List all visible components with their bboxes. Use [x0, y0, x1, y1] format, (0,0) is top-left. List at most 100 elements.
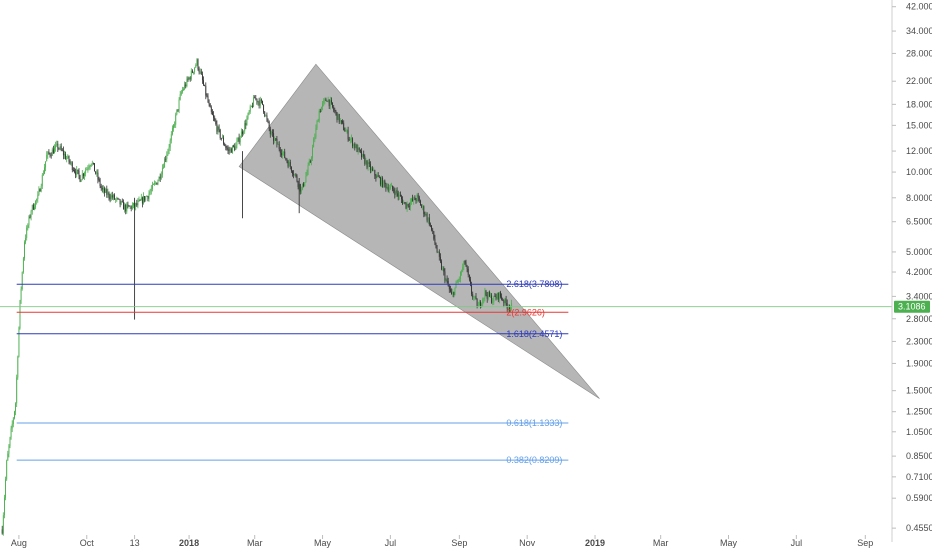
y-tick-label: 6.5000 — [906, 217, 932, 227]
candle-body — [5, 479, 7, 498]
candle-body — [193, 71, 194, 73]
x-tick-label: Jul — [385, 538, 397, 548]
y-tick-label: 5.0000 — [906, 247, 932, 257]
candle-body — [183, 89, 184, 90]
candle-body — [107, 192, 109, 195]
plot-area[interactable]: 2.618(3.7808) 2(2.9626) 1.618(2.4571) 0.618… — [0, 58, 892, 536]
candle-body — [196, 59, 198, 66]
candle-body — [109, 197, 111, 199]
candle-body — [414, 197, 416, 200]
candle-body — [278, 144, 280, 150]
y-tick-label: 3.4000 — [906, 291, 932, 301]
candle-body — [473, 296, 475, 298]
candle-body — [314, 137, 316, 140]
candle-body — [266, 115, 268, 120]
fib-level-label: 0.618(1.1333) — [506, 418, 562, 428]
candle-body — [123, 201, 124, 210]
candle-body — [300, 189, 302, 192]
candle-body — [303, 183, 305, 187]
y-tick-label: 28.0000 — [906, 48, 932, 58]
candle-body — [460, 271, 461, 279]
candle-body — [254, 97, 256, 99]
candle-body — [20, 289, 22, 301]
candle-body — [40, 186, 42, 192]
candle-body — [210, 107, 212, 112]
candle-body — [497, 293, 499, 300]
candle-body — [334, 110, 336, 112]
candle-body — [18, 328, 20, 357]
candle-body — [417, 194, 419, 198]
candle-body — [232, 145, 233, 153]
candle-body — [445, 279, 447, 281]
candle-body — [407, 204, 409, 207]
candle-body — [476, 298, 478, 307]
candle-body — [282, 152, 283, 156]
candle-body — [154, 183, 156, 185]
y-axis[interactable]: 42.0000 34.0000 28.0000 22.0000 18.0000 15.00… — [891, 0, 932, 542]
candle-body — [8, 446, 10, 454]
candle-body — [117, 198, 119, 199]
candle-body — [237, 137, 239, 142]
candle-body — [246, 118, 248, 126]
candle-body — [149, 191, 151, 194]
candle-body — [173, 125, 174, 129]
y-tick-label: 2.3000 — [906, 336, 932, 346]
candle-body — [135, 203, 137, 207]
candle-body — [199, 71, 201, 73]
candle-body — [336, 112, 338, 120]
candle-body — [126, 204, 128, 212]
candle-body — [437, 251, 439, 253]
candle-body — [11, 423, 13, 429]
candle-body — [58, 148, 60, 150]
candle-body — [156, 182, 158, 185]
candle-body — [240, 131, 242, 138]
candle-body — [277, 144, 279, 145]
candle-body — [205, 85, 207, 96]
candle-body — [67, 156, 69, 159]
falling-wedge-drawing[interactable] — [238, 63, 600, 399]
candle-body — [265, 115, 267, 117]
candle-body — [330, 100, 332, 103]
candle-body — [481, 304, 483, 307]
candle-body — [348, 139, 350, 141]
candle-body — [264, 111, 266, 116]
candle-body — [229, 148, 231, 151]
candle-body — [96, 172, 98, 174]
candle-body — [61, 149, 63, 151]
candle-body — [39, 189, 41, 192]
candle-body — [245, 123, 247, 126]
candle-body — [349, 139, 351, 140]
x-axis[interactable]: Aug Oct 13 2018 Mar May Jul Sep Nov 2019 Mar May Jul… — [11, 535, 873, 548]
candle-body — [255, 98, 257, 100]
y-tick-label: 15.0000 — [906, 120, 932, 130]
candle-body — [457, 279, 459, 283]
candle-body — [258, 101, 260, 106]
candle-body — [495, 296, 497, 299]
candle-body — [376, 175, 378, 178]
candle-body — [26, 227, 28, 238]
candle-body — [230, 148, 232, 153]
x-tick-label: Mar — [247, 538, 263, 548]
candle-body — [186, 78, 188, 87]
candle-body — [106, 189, 108, 195]
candle-body — [444, 271, 446, 281]
candle-body — [75, 171, 77, 175]
candle-body — [490, 295, 491, 297]
y-tick-label: 34.0000 — [906, 26, 932, 36]
candle-body — [424, 213, 426, 215]
candle-body — [181, 89, 183, 92]
candle-body — [297, 181, 299, 187]
candle-body — [285, 157, 287, 160]
candle-body — [48, 151, 50, 154]
candle-body — [6, 460, 8, 480]
candle-body — [16, 377, 18, 404]
y-tick-label: 1.5000 — [906, 386, 932, 396]
candle-body — [52, 149, 54, 154]
candle-body — [422, 206, 424, 208]
candle-body — [338, 114, 340, 123]
candle-body — [510, 307, 511, 310]
y-tick-label: 8.0000 — [906, 193, 932, 203]
x-tick-label: Aug — [11, 538, 27, 548]
candle-body — [127, 204, 129, 206]
